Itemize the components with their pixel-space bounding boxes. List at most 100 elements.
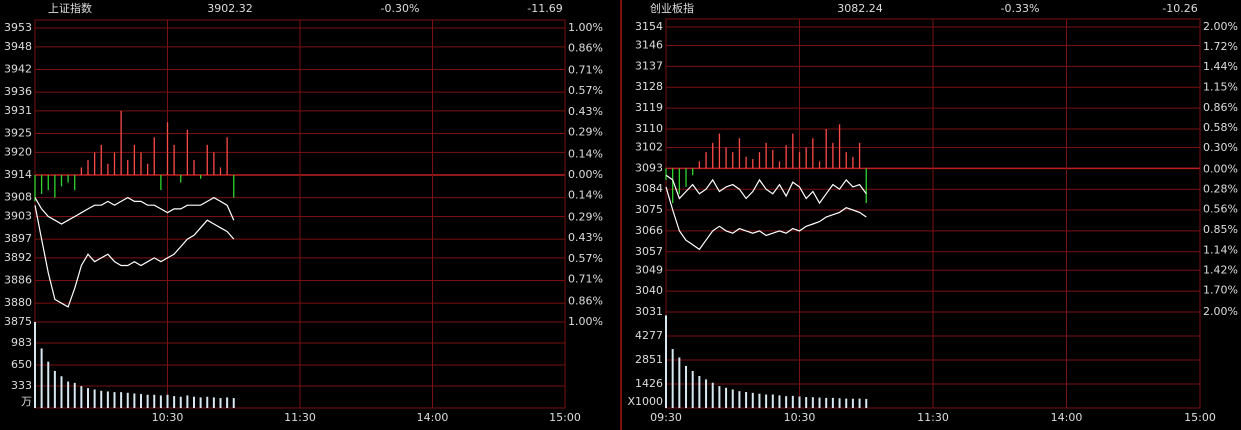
y2-tick-label: 1.70% [1203, 284, 1238, 297]
y-tick-label: 3057 [635, 245, 663, 258]
y-tick-label: 3903 [4, 209, 32, 222]
change-percent: -0.33% [1001, 2, 1040, 15]
volume-bar [206, 396, 209, 408]
volume-bar [199, 397, 202, 408]
y-tick-label: 3119 [635, 101, 663, 114]
y2-tick-label: 0.30% [1203, 141, 1238, 154]
y-tick-label: 3066 [635, 224, 663, 237]
y-tick-label: 3154 [635, 20, 663, 33]
change-percent: -0.30% [381, 2, 420, 15]
x-tick-label: 09:30 [650, 411, 682, 424]
y2-tick-label: 0.29% [568, 211, 603, 224]
y2-tick-label: 0.58% [1203, 121, 1238, 134]
volume-bar [758, 393, 761, 408]
volume-unit: 万 [21, 395, 32, 408]
y-tick-label: 3892 [4, 251, 32, 264]
volume-bar [845, 398, 848, 408]
y-tick-label: 3897 [4, 232, 32, 245]
volume-bar [219, 398, 222, 408]
y-tick-label: 3908 [4, 191, 32, 204]
volume-bar [818, 397, 821, 408]
price-line [34, 196, 235, 225]
y-tick-label: 3953 [4, 21, 32, 34]
index-name: 创业板指 [650, 1, 694, 15]
y2-tick-label: 1.44% [1203, 60, 1238, 73]
volume-bar [671, 349, 674, 408]
volume-bar [34, 322, 36, 408]
volume-bar [133, 393, 136, 408]
volume-bar [698, 376, 701, 408]
volume-tick-label: 983 [11, 336, 32, 349]
volume-bar [212, 397, 215, 408]
y2-tick-label: 1.00% [568, 21, 603, 34]
y2-tick-label: 0.57% [568, 84, 603, 97]
y-tick-label: 3137 [635, 59, 663, 72]
volume-bar [778, 395, 781, 408]
volume-bar [805, 397, 808, 408]
y2-tick-label: 2.00% [1203, 20, 1238, 33]
y2-tick-label: 0.14% [568, 189, 603, 202]
volume-bar [126, 392, 129, 408]
y-tick-label: 3942 [4, 62, 32, 75]
y2-tick-label: 0.86% [1203, 101, 1238, 114]
volume-bar [153, 394, 156, 408]
y-tick-label: 3084 [635, 182, 663, 195]
volume-bar [798, 396, 801, 408]
y2-tick-label: 2.00% [1203, 305, 1238, 318]
volume-bar [179, 396, 182, 408]
y-tick-label: 3925 [4, 127, 32, 140]
volume-bar [60, 376, 63, 408]
volume-bar [825, 397, 828, 408]
y2-tick-label: 0.57% [568, 252, 603, 265]
volume-bar [751, 392, 754, 408]
y2-tick-label: 0.85% [1203, 223, 1238, 236]
volume-tick-label: 2851 [635, 353, 663, 366]
y-tick-label: 3110 [635, 122, 663, 135]
volume-bar [865, 398, 868, 408]
y2-tick-label: 1.42% [1203, 264, 1238, 277]
y2-tick-label: 0.71% [568, 64, 603, 77]
index-name: 上证指数 [48, 1, 92, 15]
y2-tick-label: 0.86% [568, 42, 603, 55]
volume-bar [725, 387, 728, 408]
volume-bar [87, 388, 89, 408]
y2-tick-label: 1.00% [568, 315, 603, 328]
volume-bar [73, 382, 76, 408]
price-line [665, 186, 867, 251]
y-tick-label: 3146 [635, 39, 663, 52]
volume-bar [67, 381, 70, 408]
x-tick-label: 15:00 [549, 411, 581, 424]
volume-bar [718, 386, 721, 408]
index-price: 3902.32 [207, 2, 253, 15]
y2-tick-label: 0.00% [1203, 163, 1238, 176]
volume-bar [232, 398, 235, 408]
volume-bar [811, 397, 814, 408]
y-tick-label: 3880 [4, 296, 32, 309]
x-tick-label: 10:30 [152, 411, 184, 424]
y-tick-label: 3075 [635, 203, 663, 216]
index-price: 3082.24 [837, 2, 883, 15]
y-tick-label: 3102 [635, 140, 663, 153]
x-tick-label: 11:30 [284, 411, 316, 424]
volume-bar [47, 361, 50, 408]
volume-bar [53, 370, 56, 408]
volume-tick-label: 333 [11, 379, 32, 392]
volume-bar [831, 397, 834, 408]
volume-bar [711, 382, 714, 408]
volume-bar [858, 398, 861, 408]
volume-bar [193, 396, 195, 408]
volume-unit: X1000 [627, 395, 663, 408]
price-line [665, 174, 867, 205]
volume-bar [173, 396, 176, 408]
volume-bar [791, 395, 794, 408]
y-tick-label: 3886 [4, 274, 32, 287]
x-tick-label: 14:00 [1051, 411, 1083, 424]
volume-bar [838, 398, 841, 408]
y-tick-label: 3040 [635, 284, 663, 297]
y2-tick-label: 0.43% [568, 105, 603, 118]
y2-tick-label: 1.14% [1203, 244, 1238, 257]
volume-bar [140, 394, 142, 408]
volume-bar [785, 396, 788, 408]
x-tick-label: 11:30 [917, 411, 949, 424]
y2-tick-label: 0.00% [568, 168, 603, 181]
